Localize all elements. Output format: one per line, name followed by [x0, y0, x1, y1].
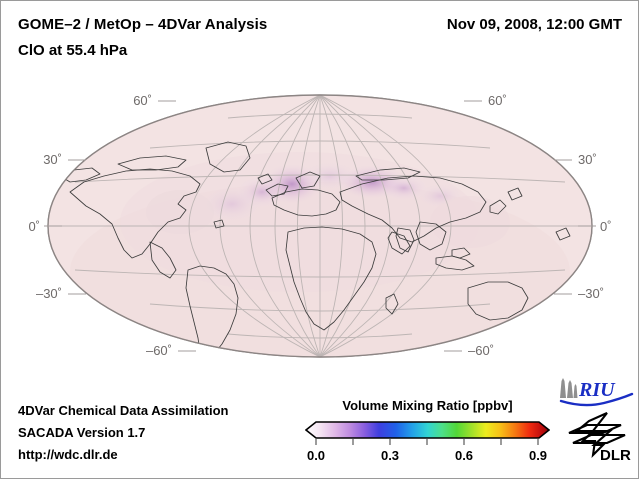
riu-logo: RIU — [559, 378, 634, 407]
riu-logo-text: RIU — [578, 379, 616, 401]
colorbar-tick-label-0: 0.0 — [306, 448, 326, 463]
lat-label-right-0: 0˚ — [600, 219, 612, 234]
dlr-logo: DLR — [568, 412, 631, 463]
map-panel: 60˚ 60˚ 30˚ 30˚ 0˚ 0˚ –30˚ –30˚ –60˚ –60… — [0, 72, 640, 380]
lat-label-right-60: 60˚ — [488, 93, 507, 108]
mollweide-map: 60˚ 60˚ 30˚ 30˚ 0˚ 0˚ –30˚ –30˚ –60˚ –60… — [28, 93, 611, 358]
lat-label-right-m30: –30˚ — [578, 286, 604, 301]
footer-line-2: SACADA Version 1.7 — [18, 425, 146, 440]
lat-label-left-60: 60˚ — [133, 93, 152, 108]
colorbar-graphic — [305, 421, 550, 445]
dlr-mark-icon — [568, 412, 626, 458]
colorbar-labels: 0.0 0.3 0.6 0.9 — [305, 448, 550, 466]
lat-label-right-30: 30˚ — [578, 152, 597, 167]
colorbar-tick-label-1: 0.3 — [380, 448, 400, 463]
lat-label-left-30: 30˚ — [43, 152, 62, 167]
riu-towers-icon — [560, 378, 578, 398]
colorbar-title: Volume Mixing Ratio [ppbv] — [342, 398, 513, 413]
page-title: GOME–2 / MetOp – 4DVar Analysis — [18, 16, 268, 33]
footer-line-3[interactable]: http://wdc.dlr.de — [18, 447, 118, 462]
colorbar-bar — [305, 421, 550, 439]
page-subtitle: ClO at 55.4 hPa — [18, 42, 128, 59]
dlr-logo-text: DLR — [600, 447, 631, 463]
graticule — [48, 95, 592, 357]
footer-line-1: 4DVar Chemical Data Assimilation — [18, 403, 229, 418]
colorbar-tick-label-2: 0.6 — [454, 448, 474, 463]
lat-label-left-0: 0˚ — [28, 219, 40, 234]
footer-info: 4DVar Chemical Data Assimilation SACADA … — [18, 400, 229, 466]
timestamp-label: Nov 09, 2008, 12:00 GMT — [446, 16, 622, 33]
colorbar-ticks — [315, 439, 539, 445]
colorbar: Volume Mixing Ratio [ppbv] 0.0 0.3 0.6 0… — [305, 398, 550, 468]
lat-label-left-m30: –30˚ — [36, 286, 62, 301]
latitude-ticks — [44, 100, 596, 352]
latitude-labels: 60˚ 60˚ 30˚ 30˚ 0˚ 0˚ –30˚ –30˚ –60˚ –60… — [28, 93, 611, 358]
riu-swoosh-icon — [559, 392, 634, 407]
lat-label-left-m60: –60˚ — [146, 343, 172, 358]
lat-label-right-m60: –60˚ — [468, 343, 494, 358]
colorbar-tick-label-3: 0.9 — [528, 448, 548, 463]
